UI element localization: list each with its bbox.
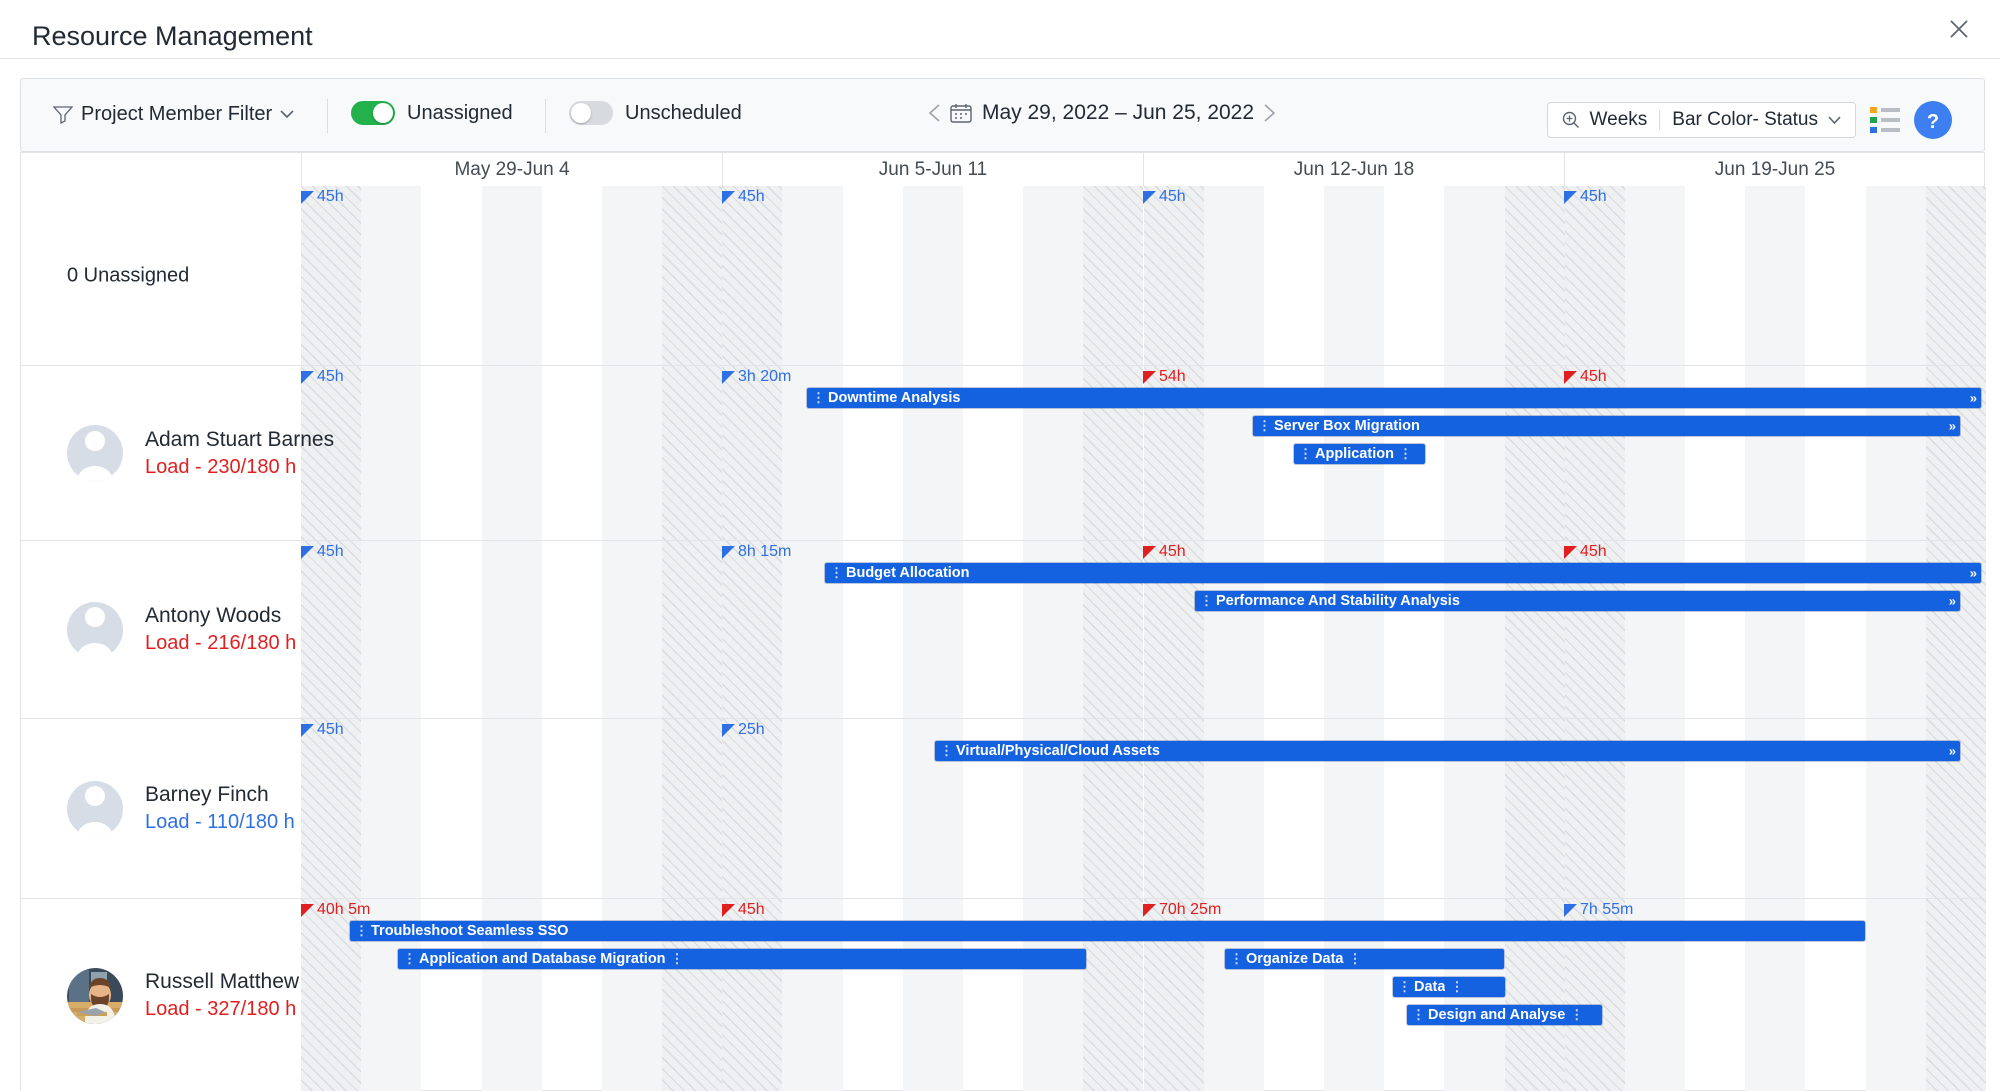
svg-text:?: ? — [1927, 111, 1939, 133]
